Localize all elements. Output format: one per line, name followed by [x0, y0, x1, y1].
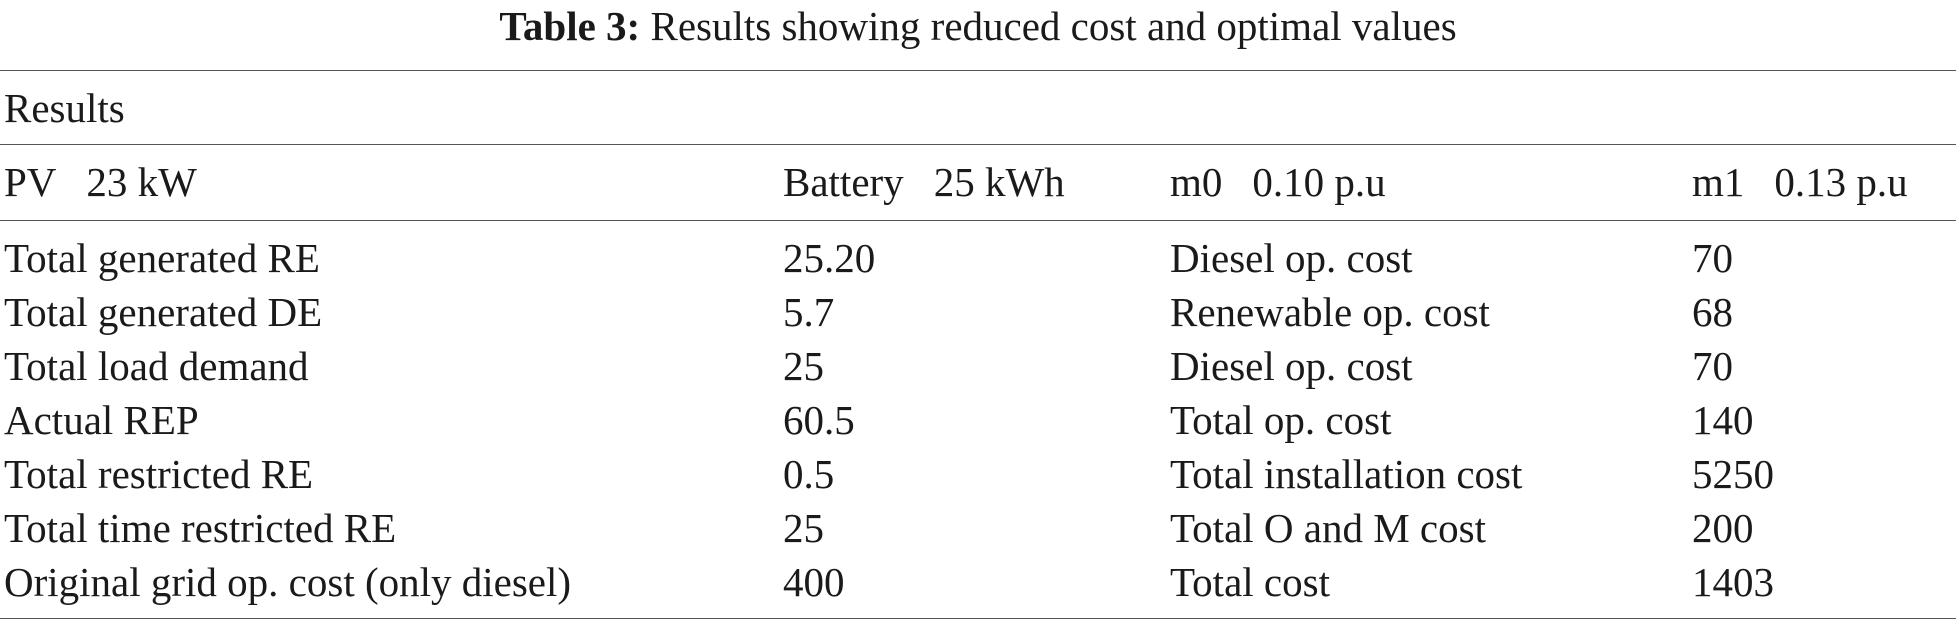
- row-value-right: 140: [1692, 397, 1754, 443]
- row-value-right: 200: [1692, 505, 1754, 551]
- param-pv: PV 23 kW: [4, 158, 197, 206]
- row-value-right: 70: [1692, 343, 1733, 389]
- row-label-left: Total generated DE: [4, 289, 323, 335]
- param-m1: m1 0.13 p.u: [1692, 158, 1908, 206]
- param-name: m0: [1170, 159, 1223, 205]
- table-bottom-rule: [0, 618, 1956, 619]
- row-value-left: 25.20: [783, 235, 876, 281]
- header-rule: [0, 220, 1956, 221]
- row-value-left: 60.5: [783, 397, 855, 443]
- param-name: PV: [4, 159, 57, 205]
- param-battery: Battery 25 kWh: [783, 158, 1065, 206]
- section-rule: [0, 144, 1956, 145]
- row-label-left: Original grid op. cost (only diesel): [4, 559, 572, 605]
- row-value-right: 1403: [1692, 559, 1774, 605]
- param-name: m1: [1692, 159, 1745, 205]
- row-value-left: 5.7: [783, 289, 835, 335]
- row-value-left: 25: [783, 343, 824, 389]
- row-value-left: 400: [783, 559, 845, 605]
- row-value-right: 68: [1692, 289, 1733, 335]
- param-value: 0.10 p.u: [1252, 159, 1386, 205]
- row-label-left: Total time restricted RE: [4, 505, 397, 551]
- row-label-left: Total load demand: [4, 343, 309, 389]
- row-label-right: Diesel op. cost: [1170, 343, 1413, 389]
- row-label-right: Total O and M cost: [1170, 505, 1486, 551]
- row-label-right: Total op. cost: [1170, 397, 1392, 443]
- table-top-rule: [0, 70, 1956, 71]
- table-caption-text: Results showing reduced cost and optimal…: [650, 3, 1457, 49]
- param-m0: m0 0.10 p.u: [1170, 158, 1386, 206]
- row-label-left: Total restricted RE: [4, 451, 314, 497]
- param-value: 23 kW: [86, 159, 197, 205]
- param-value: 0.13 p.u: [1774, 159, 1908, 205]
- row-label-right: Renewable op. cost: [1170, 289, 1490, 335]
- row-value-left: 25: [783, 505, 824, 551]
- row-label-right: Total installation cost: [1170, 451, 1523, 497]
- row-value-right: 5250: [1692, 451, 1774, 497]
- row-label-right: Diesel op. cost: [1170, 235, 1413, 281]
- param-value: 25 kWh: [933, 159, 1065, 205]
- table-caption: Table 3: Results showing reduced cost an…: [0, 2, 1956, 50]
- row-value-left: 0.5: [783, 451, 835, 497]
- param-name: Battery: [783, 159, 904, 205]
- row-label-right: Total cost: [1170, 559, 1330, 605]
- row-value-right: 70: [1692, 235, 1733, 281]
- row-label-left: Total generated RE: [4, 235, 320, 281]
- row-label-left: Actual REP: [4, 397, 199, 443]
- table-caption-label: Table 3:: [499, 3, 641, 49]
- section-label: Results: [4, 85, 125, 131]
